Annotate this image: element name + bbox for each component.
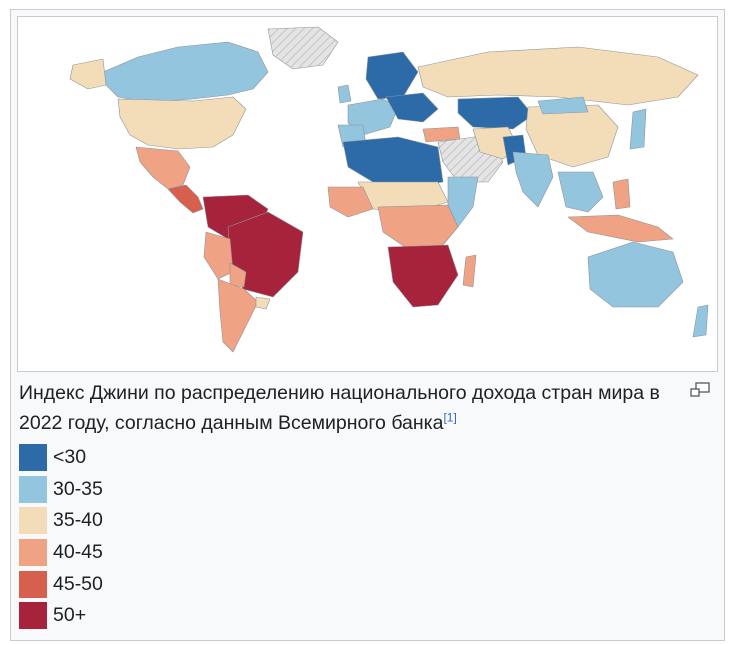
region-kazakhstan [457,96,534,130]
region-new-zealand [692,304,709,338]
legend-swatch [19,444,47,472]
legend-item: <30 [19,442,103,474]
world-gini-map[interactable] [17,16,718,372]
region-greenland [267,26,339,70]
caption-text: Индекс Джини по распределению национальн… [19,382,660,434]
region-uruguay [255,296,271,310]
legend-swatch [19,539,47,567]
legend-swatch [19,507,47,535]
region-canada [102,41,269,103]
legend-label: 45-50 [53,572,103,595]
magnify-icon[interactable] [690,382,710,398]
legend: <30 30-35 35-40 40-45 45-50 50+ [19,442,103,632]
region-australia [587,241,684,308]
legend-swatch [19,602,47,630]
region-alaska [69,58,107,90]
region-west-africa [327,186,374,218]
region-bolivia [229,262,247,288]
region-russia [417,46,699,106]
region-usa [117,96,247,150]
region-india [512,151,554,208]
region-east-africa [447,176,479,228]
region-mexico [135,146,191,190]
legend-item: 50+ [19,600,103,632]
region-china [525,104,619,168]
legend-label: 50+ [53,604,87,627]
legend-swatch [19,475,47,503]
region-scandinavia [365,51,419,100]
region-philippines [612,178,631,210]
region-southeast-asia [557,171,604,213]
region-peru [203,231,234,280]
region-argentina-chile [217,278,259,353]
legend-swatch [19,570,47,598]
region-eastern-europe [385,92,439,123]
legend-label: 40-45 [53,541,103,564]
reference-link[interactable]: [1] [443,410,457,425]
legend-item: 35-40 [19,505,103,537]
region-uk [337,84,352,104]
region-mongolia [537,96,589,115]
legend-item: 40-45 [19,537,103,569]
region-central-america [167,184,204,214]
region-indonesia [567,214,674,243]
legend-item: 30-35 [19,474,103,506]
region-central-africa [377,204,459,250]
legend-label: 35-40 [53,509,103,532]
legend-item: 45-50 [19,568,103,600]
legend-label: <30 [53,446,87,469]
legend-label: 30-35 [53,477,103,500]
region-madagascar [462,254,477,288]
region-southern-africa [387,244,459,308]
figure-frame: Индекс Джини по распределению национальн… [10,9,725,641]
map-caption: Индекс Джини по распределению национальн… [19,378,689,438]
region-north-africa [342,136,444,188]
region-japan [629,108,647,150]
map-svg [69,26,709,353]
